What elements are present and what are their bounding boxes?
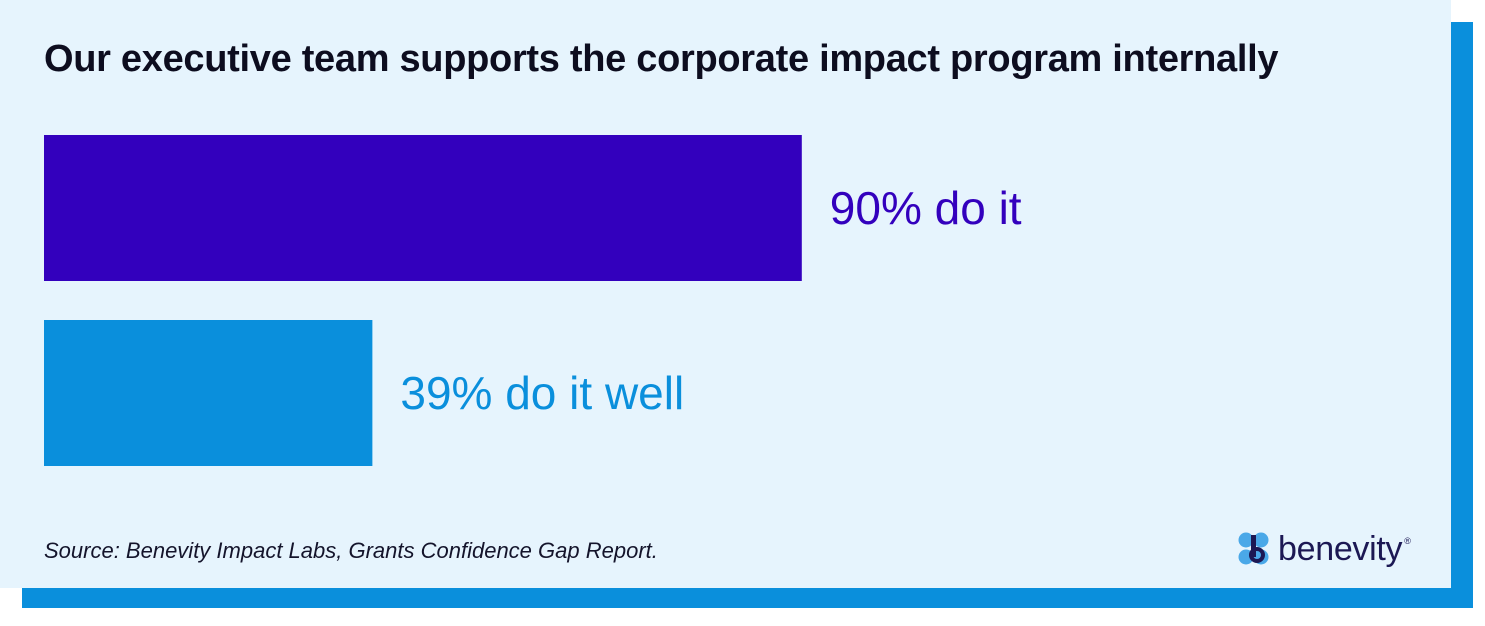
bar-do-it-well — [44, 320, 373, 466]
benevity-logo-text: benevity — [1278, 529, 1403, 568]
chart-title: Our executive team supports the corporat… — [44, 38, 1279, 80]
benevity-logo-icon — [1238, 532, 1269, 565]
bar-label-do-it-well: 39% do it well — [400, 367, 684, 419]
benevity-logo: benevity ® — [1236, 526, 1411, 572]
bar-label-do-it: 90% do it — [830, 182, 1022, 234]
bar-do-it — [44, 135, 802, 281]
bar-chart: 90% do it 39% do it well — [44, 135, 1022, 466]
chart-card: Our executive team supports the corporat… — [0, 0, 1451, 588]
trademark-symbol: ® — [1404, 536, 1411, 546]
source-note: Source: Benevity Impact Labs, Grants Con… — [44, 538, 658, 563]
